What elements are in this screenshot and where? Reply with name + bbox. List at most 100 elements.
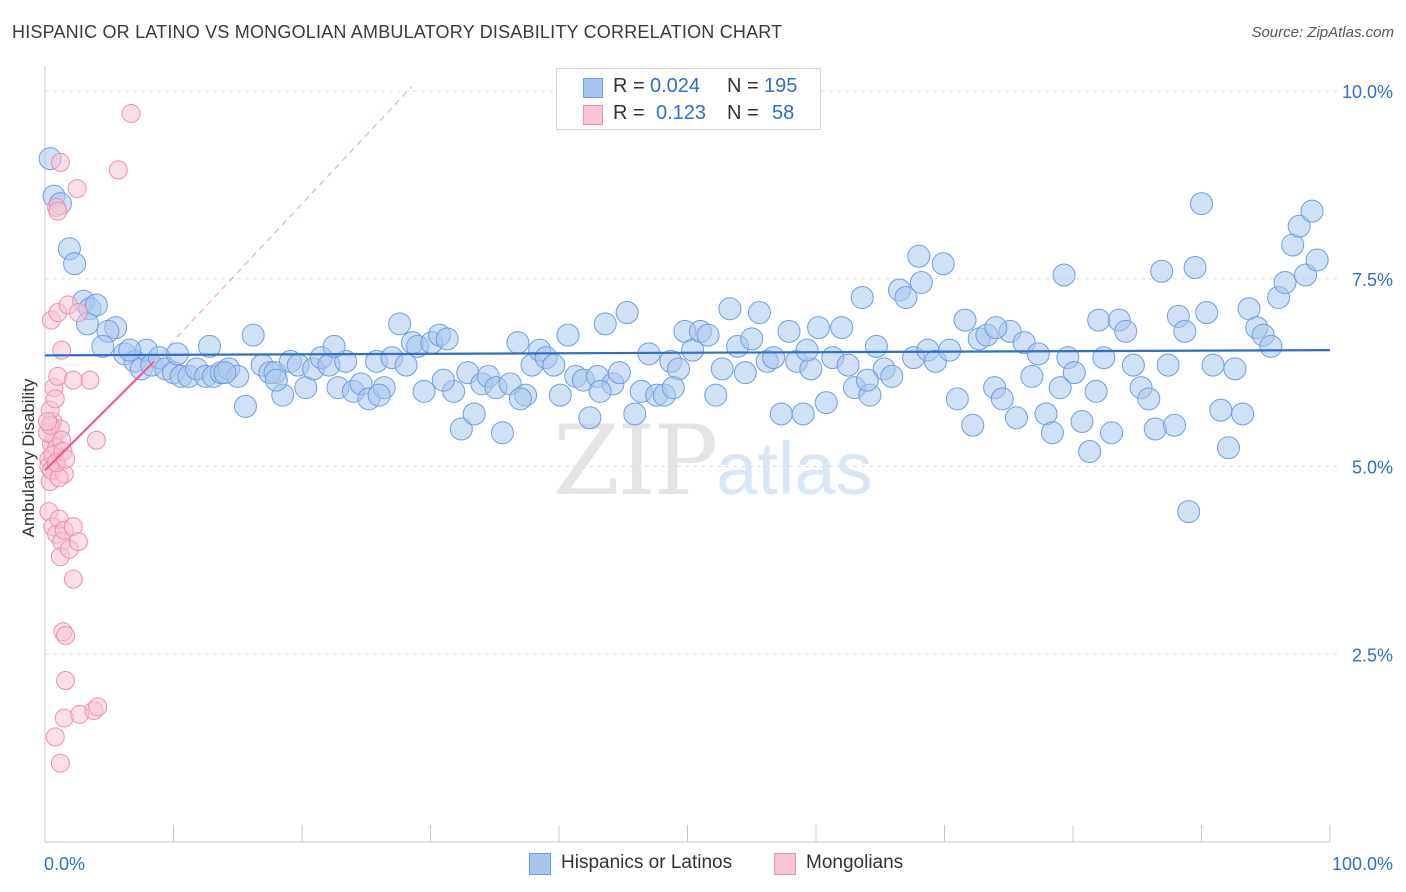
data-point-hispanic: [1114, 319, 1138, 343]
data-point-hispanic: [435, 327, 459, 351]
data-point-mongolian: [50, 753, 70, 773]
data-point-hispanic: [1020, 364, 1044, 388]
data-point-hispanic: [850, 286, 874, 310]
data-point-hispanic: [880, 364, 904, 388]
data-point-hispanic: [508, 387, 532, 411]
data-point-mongolian: [56, 449, 76, 469]
data-point-hispanic: [213, 361, 237, 385]
data-point-hispanic: [1223, 357, 1247, 381]
data-point-hispanic: [1137, 387, 1161, 411]
data-point-hispanic: [938, 338, 962, 362]
data-point-mongolian: [45, 727, 65, 747]
data-point-hispanic: [1084, 379, 1108, 403]
data-point-hispanic: [953, 308, 977, 332]
watermark-atlas: atlas: [716, 427, 873, 510]
data-point-hispanic: [623, 402, 647, 426]
data-point-mongolian: [45, 389, 65, 409]
data-point-mongolian: [38, 411, 58, 431]
data-point-hispanic: [855, 368, 879, 392]
stats-n-label: N =: [727, 102, 759, 124]
data-point-hispanic: [91, 334, 115, 358]
data-point-hispanic: [710, 357, 734, 381]
data-point-hispanic: [740, 327, 764, 351]
y-tick-label: 5.0%: [1352, 458, 1393, 478]
data-point-hispanic: [1143, 417, 1167, 441]
stats-r-value: 0.024: [650, 75, 701, 97]
data-point-hispanic: [830, 316, 854, 340]
data-point-hispanic: [1209, 398, 1233, 422]
stats-row-mongolian: R = 0.123 N = 58: [557, 102, 820, 128]
data-point-hispanic: [961, 413, 985, 437]
trend-line-hispanic: [44, 349, 1331, 357]
data-point-mongolian: [68, 532, 88, 552]
source-credit: Source: ZipAtlas.com: [1251, 24, 1394, 41]
data-point-mongolian: [48, 201, 68, 221]
stats-r-label: R =: [613, 75, 645, 97]
data-point-mongolian: [67, 179, 87, 199]
data-point-hispanic: [1052, 263, 1076, 287]
data-point-hispanic: [1026, 342, 1050, 366]
legend-swatch-hispanic: [529, 853, 551, 875]
data-point-mongolian: [68, 303, 88, 323]
legend: Hispanics or Latinos Mongolians: [0, 852, 1406, 878]
data-point-hispanic: [1078, 439, 1102, 463]
y-tick-label: 10.0%: [1342, 82, 1393, 102]
data-point-hispanic: [118, 338, 142, 362]
data-point-hispanic: [814, 391, 838, 415]
chart-title: HISPANIC OR LATINO VS MONGOLIAN AMBULATO…: [12, 22, 783, 42]
data-point-hispanic: [864, 334, 888, 358]
x-tick-label: 0.0%: [44, 854, 85, 874]
data-point-hispanic: [264, 368, 288, 392]
data-point-hispanic: [449, 417, 473, 441]
data-point-hispanic: [233, 394, 257, 418]
data-point-hispanic: [593, 312, 617, 336]
data-point-hispanic: [1070, 409, 1094, 433]
data-point-hispanic: [1190, 192, 1213, 216]
data-point-hispanic: [696, 323, 720, 347]
data-point-hispanic: [733, 361, 757, 385]
data-point-hispanic: [704, 383, 728, 407]
data-point-hispanic: [578, 406, 602, 430]
data-point-hispanic: [1287, 214, 1311, 238]
stats-n-label: N =: [727, 75, 759, 97]
data-point-hispanic: [990, 387, 1014, 411]
data-point-hispanic: [769, 402, 793, 426]
data-point-mongolian: [86, 430, 106, 450]
y-tick-label: 2.5%: [1352, 645, 1393, 665]
data-point-mongolian: [121, 104, 141, 124]
data-point-hispanic: [1087, 308, 1111, 332]
data-point-hispanic: [1156, 353, 1180, 377]
data-point-hispanic: [1062, 361, 1086, 385]
legend-label-mongolian: Mongolians: [806, 852, 904, 873]
data-point-mongolian: [50, 152, 70, 172]
data-point-mongolian: [56, 671, 76, 691]
x-tick-label: 100.0%: [1332, 854, 1393, 874]
data-point-hispanic: [607, 361, 631, 385]
y-axis-label: Ambulatory Disability: [19, 378, 38, 537]
data-point-hispanic: [791, 402, 815, 426]
stats-box: R = 0.024 N = 195 R = 0.123 N = 58: [556, 68, 821, 130]
data-point-hispanic: [506, 331, 530, 355]
y-tick-label: 7.5%: [1352, 270, 1393, 290]
data-point-hispanic: [367, 383, 391, 407]
data-point-hispanic: [84, 293, 108, 317]
data-point-hispanic: [1004, 406, 1028, 430]
data-point-hispanic: [1048, 376, 1072, 400]
data-point-hispanic: [1231, 402, 1255, 426]
data-point-hispanic: [1163, 413, 1187, 437]
data-point-hispanic: [63, 252, 87, 276]
stats-n-value: 58: [772, 102, 795, 124]
data-point-hispanic: [1150, 259, 1174, 283]
data-point-hispanic: [984, 316, 1008, 340]
data-point-hispanic: [799, 357, 823, 381]
trend-line-extension-mongolian: [153, 86, 412, 362]
data-point-hispanic: [1201, 353, 1225, 377]
data-point-hispanic: [1173, 319, 1197, 343]
data-point-hispanic: [747, 301, 771, 325]
data-point-hispanic: [556, 323, 580, 347]
data-point-hispanic: [1195, 301, 1219, 325]
data-point-hispanic: [907, 244, 931, 268]
data-point-hispanic: [1177, 500, 1201, 524]
stats-r-label: R =: [613, 102, 645, 124]
